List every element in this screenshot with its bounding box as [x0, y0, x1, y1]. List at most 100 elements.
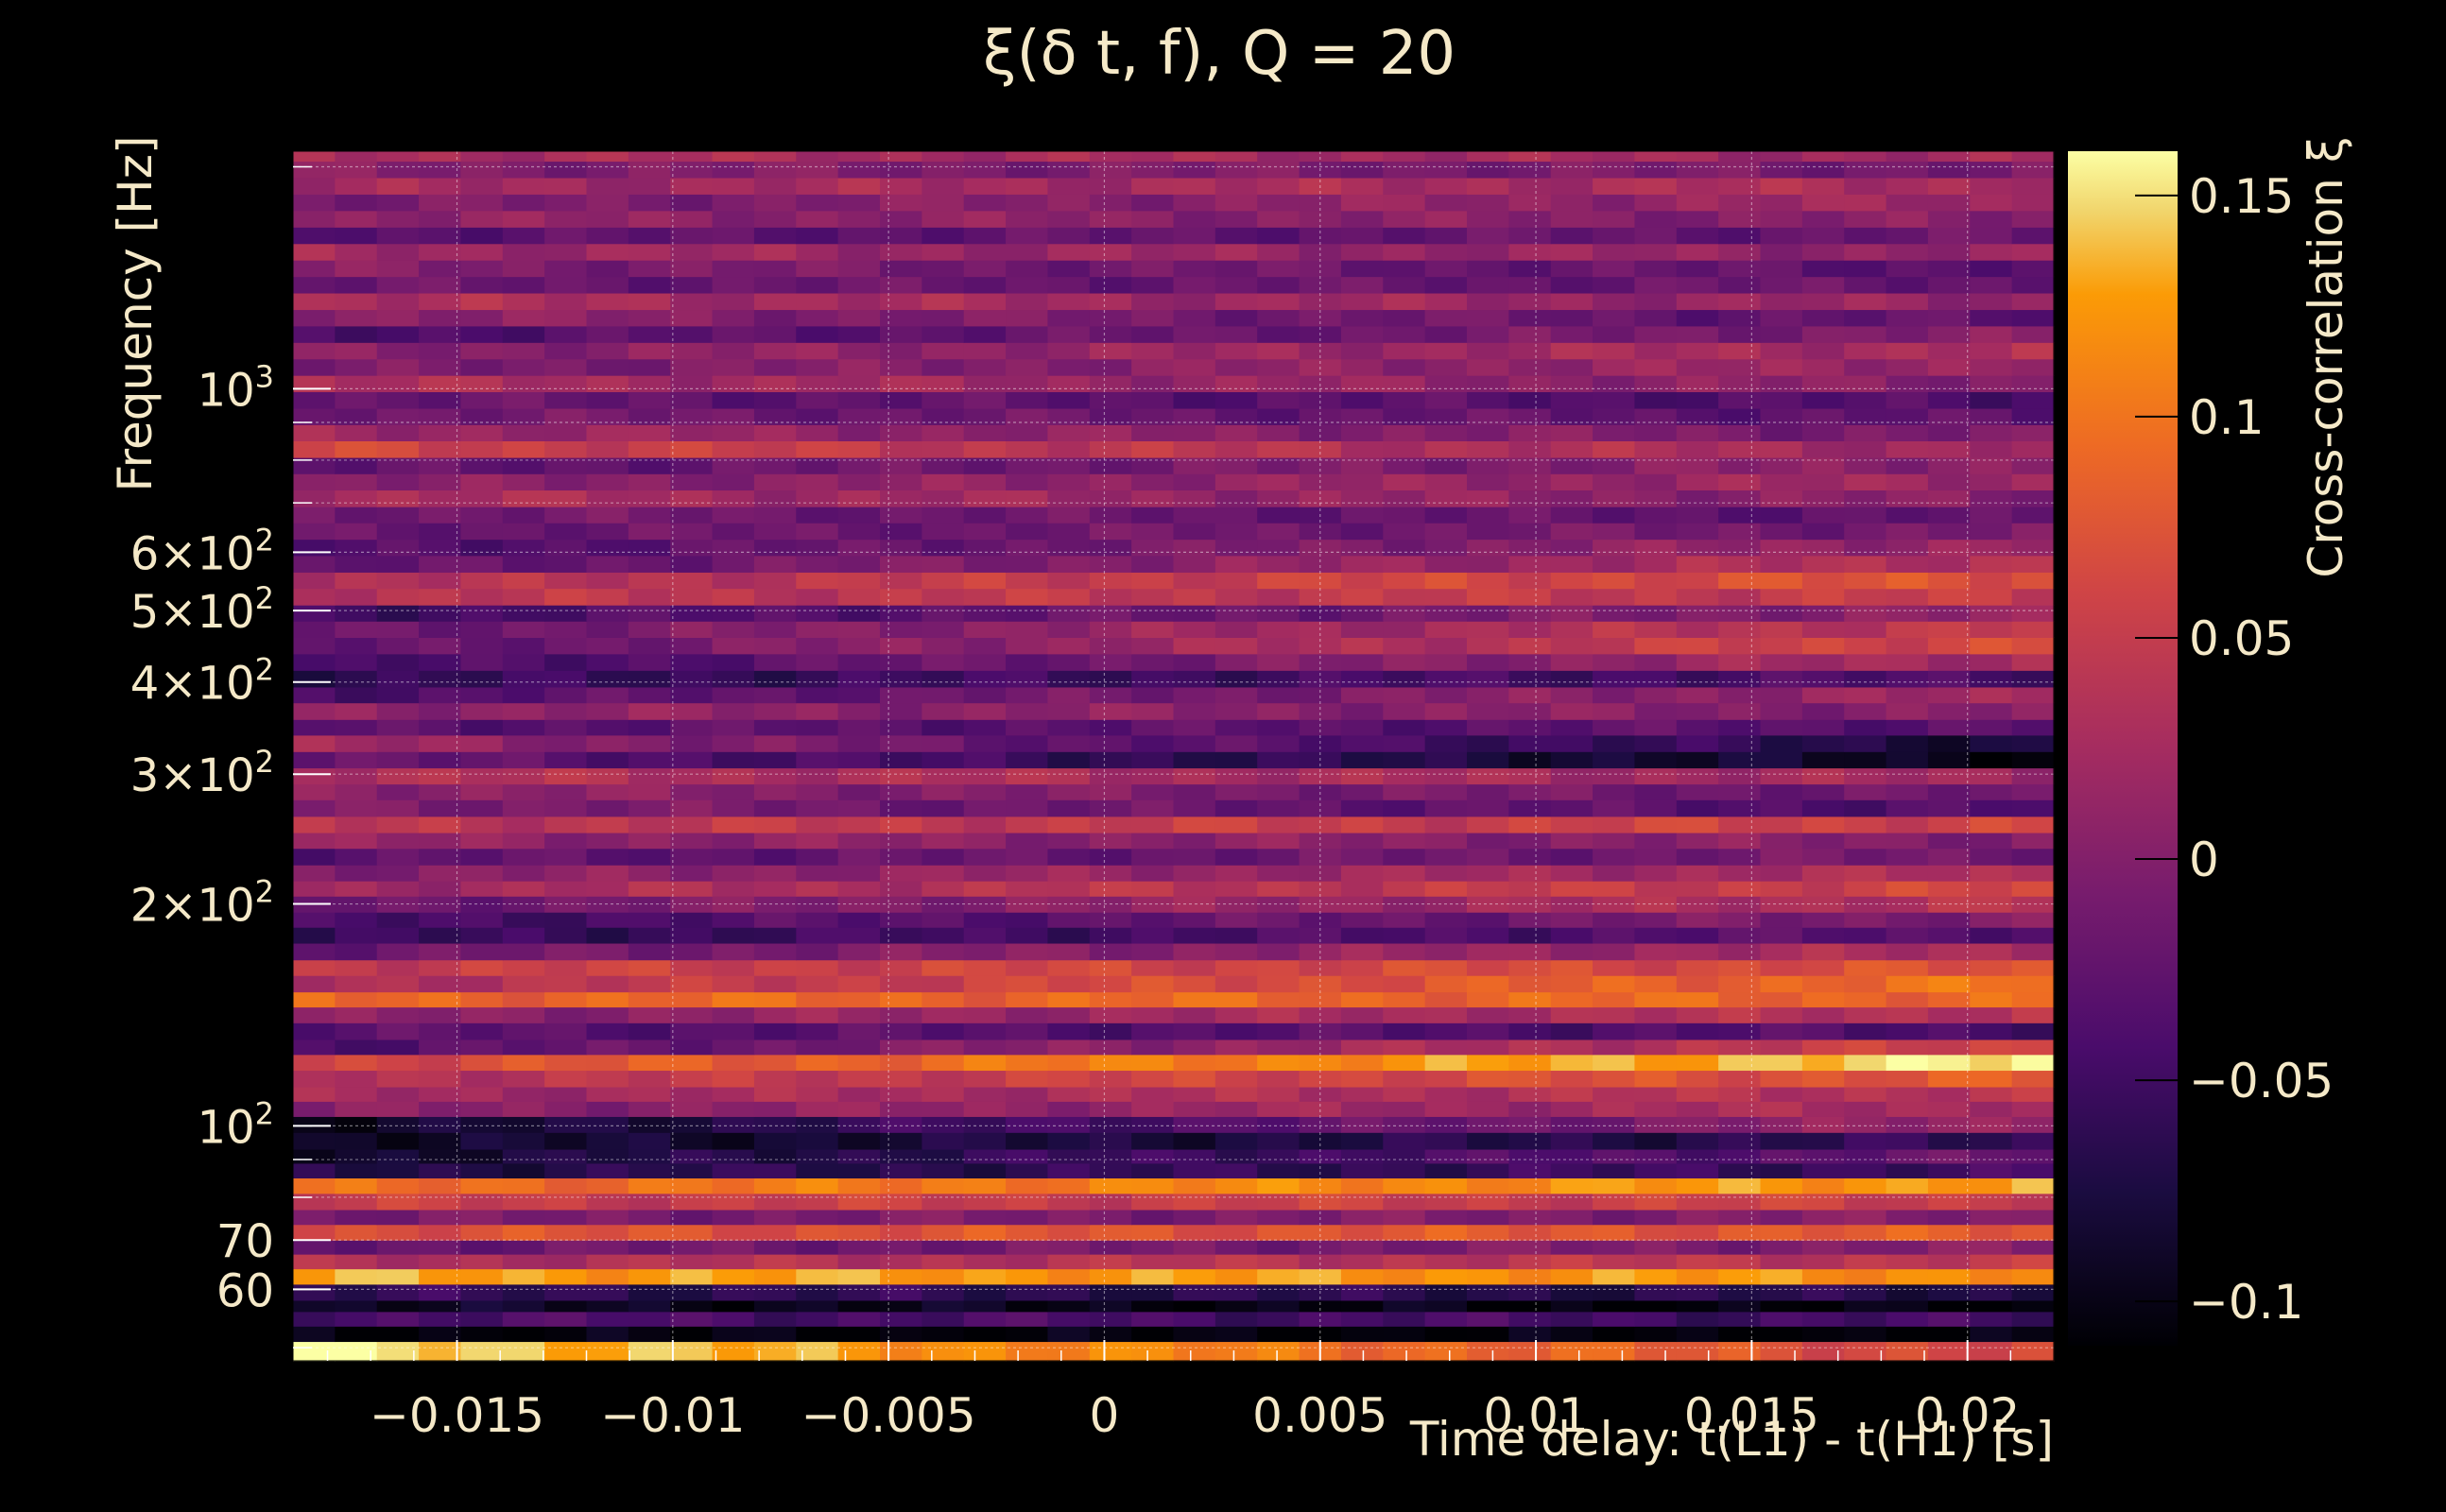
heatmap-cell [1970, 177, 2013, 195]
heatmap-cell [1173, 719, 1216, 736]
heatmap-cell [922, 161, 965, 179]
heatmap-cell [376, 227, 420, 245]
x-tick-label: 0.02 [1915, 1388, 2020, 1443]
heatmap-cell [419, 161, 462, 179]
heatmap-cell [1970, 572, 2013, 590]
heatmap-cell [1508, 161, 1552, 179]
heatmap-cell [880, 1209, 922, 1226]
heatmap-cell [628, 151, 671, 163]
heatmap-cell [837, 243, 881, 261]
heatmap-cell [419, 1326, 462, 1343]
heatmap-cell [1634, 456, 1678, 474]
heatmap-cell [1801, 734, 1845, 752]
heatmap-cell [796, 523, 839, 541]
heatmap-cell [293, 1268, 336, 1285]
heatmap-cell [712, 670, 755, 688]
heatmap-cell [586, 816, 629, 833]
heatmap-cell [963, 588, 1007, 606]
heatmap-cell [1214, 719, 1258, 736]
heatmap-cell [1131, 572, 1175, 590]
heatmap-cell [1550, 473, 1593, 491]
heatmap-cell [1718, 1224, 1762, 1241]
heatmap-cell [1257, 734, 1301, 752]
heatmap-cell [1801, 490, 1845, 507]
heatmap-cell [1886, 832, 1929, 850]
heatmap-cell [1131, 927, 1175, 944]
heatmap-cell [1508, 1299, 1552, 1313]
heatmap-cell [1718, 734, 1762, 752]
heatmap-cell [293, 1086, 336, 1102]
heatmap-cell [1424, 991, 1468, 1008]
heatmap-cell [1718, 1101, 1762, 1117]
heatmap-cell [837, 605, 881, 622]
heatmap-cell [419, 1086, 462, 1102]
heatmap-cell [963, 342, 1007, 360]
heatmap-cell [419, 927, 462, 944]
heatmap-cell [963, 572, 1007, 590]
heatmap-cell [963, 1209, 1007, 1226]
heatmap-cell [880, 1311, 922, 1327]
heatmap-cell [1299, 621, 1342, 638]
heatmap-cell [293, 605, 336, 622]
heatmap-cell [376, 325, 420, 343]
heatmap-cell [670, 391, 714, 409]
heatmap-cell [1299, 799, 1342, 817]
heatmap-cell [544, 1268, 588, 1285]
heatmap-cell [1718, 358, 1762, 376]
heatmap-cell [1467, 1177, 1509, 1194]
heatmap-cell [460, 896, 504, 913]
heatmap-cell [1550, 881, 1593, 897]
heatmap-cell [460, 1299, 504, 1313]
heatmap-cell [1844, 991, 1887, 1008]
heatmap-cell [1257, 767, 1301, 785]
heatmap-cell [544, 1148, 588, 1164]
heatmap-cell [837, 473, 881, 491]
heatmap-cell [376, 161, 420, 179]
heatmap-cell [1508, 1283, 1552, 1301]
heatmap-cell [1508, 227, 1552, 245]
heatmap-cell [376, 1177, 420, 1194]
heatmap-cell [922, 1116, 965, 1133]
heatmap-cell [753, 325, 797, 343]
heatmap-cell [1047, 440, 1091, 458]
heatmap-cell [293, 1254, 336, 1270]
heatmap-cell [335, 1311, 378, 1327]
heatmap-cell [796, 1283, 839, 1301]
heatmap-cell [376, 243, 420, 261]
heatmap-cell [837, 1022, 881, 1040]
heatmap-cell [1467, 1193, 1509, 1211]
heatmap-cell [293, 1209, 336, 1226]
heatmap-cell [1886, 243, 1929, 261]
y-tick-label: 60 [216, 1264, 274, 1317]
heatmap-cell [1801, 325, 1845, 343]
heatmap-cell [2011, 1240, 2055, 1255]
heatmap-cell [1173, 342, 1216, 360]
heatmap-cell [922, 1039, 965, 1056]
heatmap-cell [1634, 1132, 1678, 1150]
heatmap-cell [1299, 1101, 1342, 1117]
heatmap-cell [1257, 260, 1301, 278]
heatmap-cell [796, 1193, 839, 1211]
heatmap-cell [544, 975, 588, 993]
heatmap-cell [753, 473, 797, 491]
heatmap-cell [1131, 767, 1175, 785]
heatmap-cell [376, 896, 420, 913]
heatmap-cell [1801, 927, 1845, 944]
heatmap-cell [2011, 1039, 2055, 1056]
heatmap-cell [376, 832, 420, 850]
heatmap-cell [1006, 276, 1049, 294]
heatmap-cell [1424, 1283, 1468, 1301]
heatmap-cell [1257, 292, 1301, 311]
heatmap-cell [1383, 734, 1426, 752]
heatmap-cell [1970, 1326, 2013, 1343]
heatmap-cell [753, 1299, 797, 1313]
heatmap-cell [1970, 210, 2013, 228]
heatmap-cell [1676, 260, 1719, 278]
heatmap-cell [1173, 959, 1216, 976]
heatmap-cell [293, 358, 336, 376]
heatmap-cell [1299, 572, 1342, 590]
heatmap-cell [544, 260, 588, 278]
heatmap-cell [1257, 523, 1301, 541]
heatmap-cell [1676, 375, 1719, 392]
heatmap-cell [1006, 1148, 1049, 1164]
